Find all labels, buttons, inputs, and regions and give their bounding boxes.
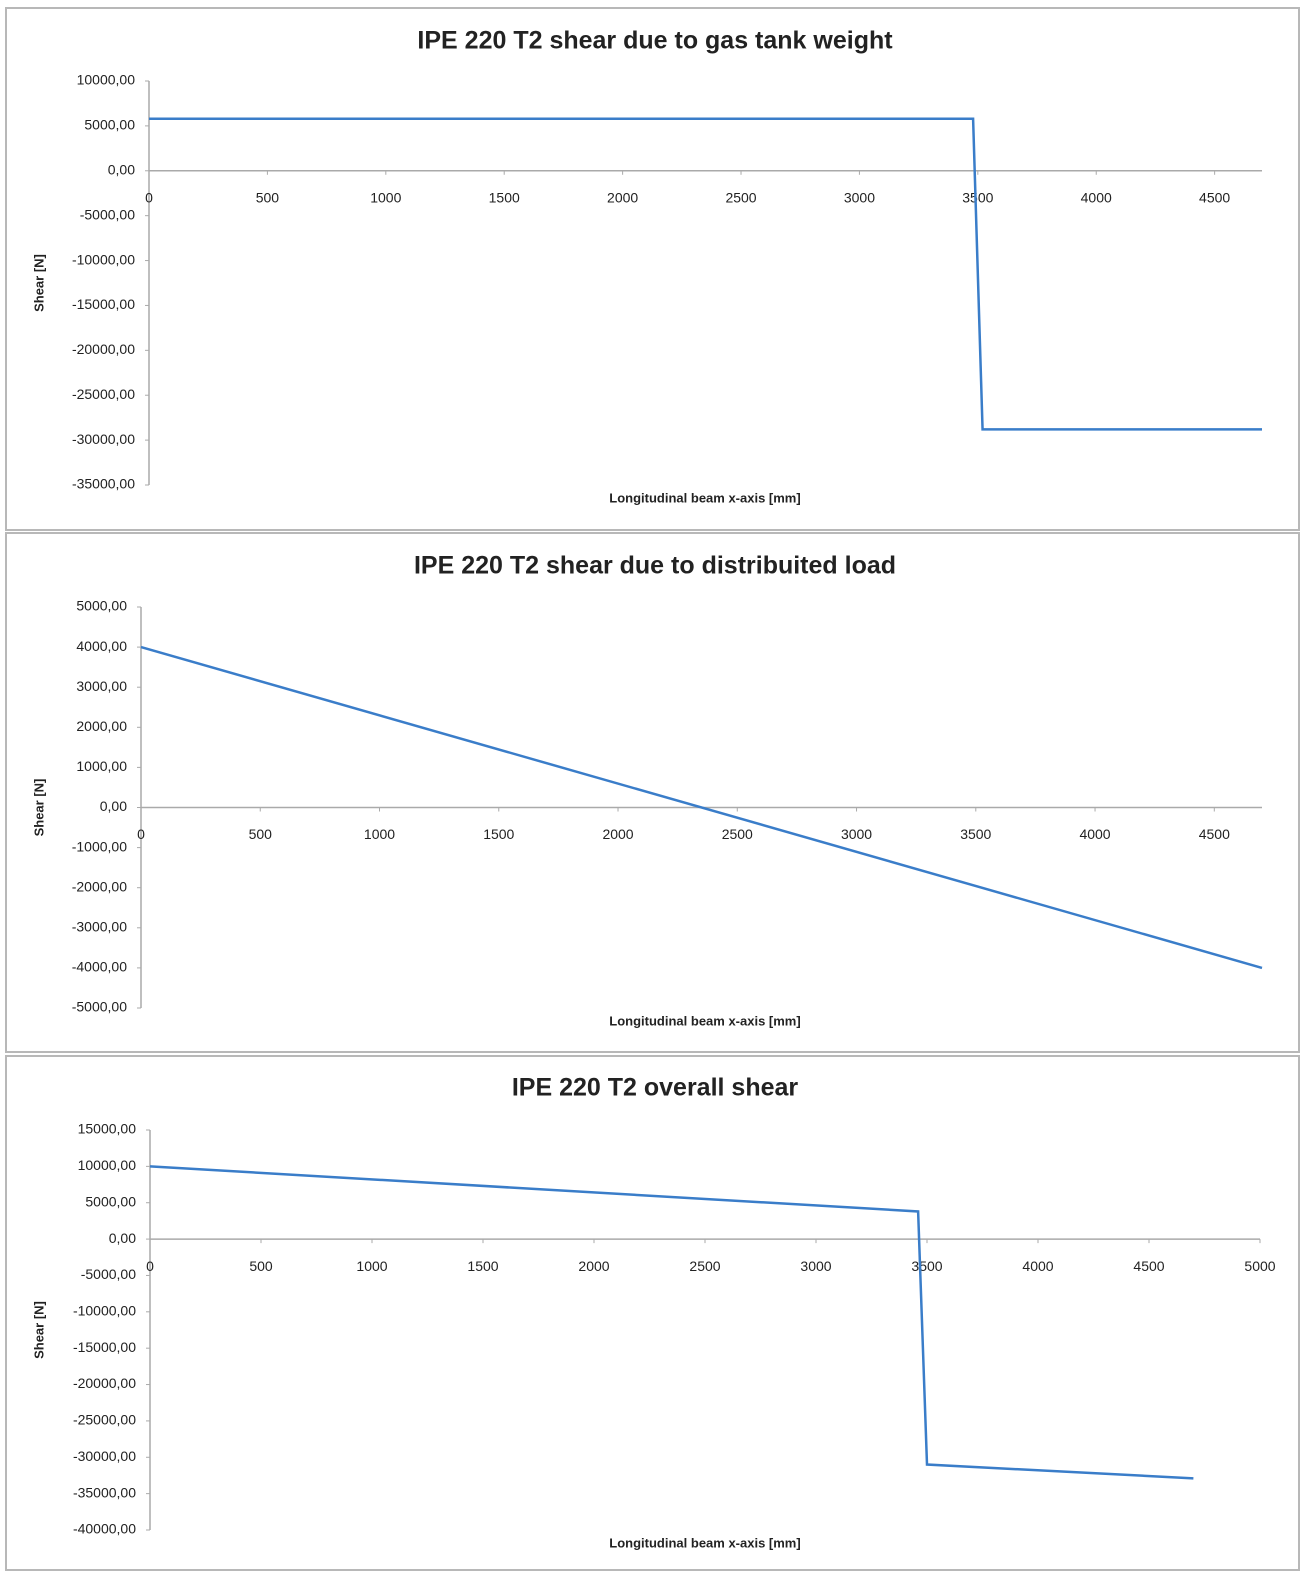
y-tick-label: 1000,00 xyxy=(76,758,127,774)
x-tick-label: 2000 xyxy=(578,1258,609,1274)
y-tick-label: -35000,00 xyxy=(72,476,135,492)
x-tick-label: 1000 xyxy=(364,826,395,842)
x-tick-label: 1500 xyxy=(467,1258,498,1274)
y-tick-label: -5000,00 xyxy=(80,206,135,222)
chart-title: IPE 220 T2 overall shear xyxy=(512,1074,799,1102)
y-tick-label: -15000,00 xyxy=(72,296,135,312)
y-tick-label: 4000,00 xyxy=(76,638,127,654)
x-tick-label: 500 xyxy=(249,826,273,842)
x-tick-label: 2500 xyxy=(722,826,753,842)
y-tick-label: -20000,00 xyxy=(72,341,135,357)
x-axis-label: Longitudinal beam x-axis [mm] xyxy=(609,1013,800,1028)
x-tick-label: 5000 xyxy=(1244,1258,1275,1274)
x-tick-label: 2500 xyxy=(725,189,756,205)
y-tick-label: -5000,00 xyxy=(72,999,127,1015)
y-tick-label: 5000,00 xyxy=(76,598,127,614)
x-tick-label: 4000 xyxy=(1022,1258,1053,1274)
y-tick-label: -10000,00 xyxy=(73,1303,136,1319)
data-line xyxy=(140,645,1263,970)
y-axis-label: Shear [N] xyxy=(31,779,46,837)
y-tick-label: -2000,00 xyxy=(72,878,127,894)
chart-title: IPE 220 T2 shear due to distribuited loa… xyxy=(414,552,896,580)
x-tick-label: 4500 xyxy=(1199,826,1230,842)
x-tick-label: 3500 xyxy=(962,189,993,205)
x-tick-label: 4000 xyxy=(1081,189,1112,205)
x-tick-label: 4500 xyxy=(1199,189,1230,205)
y-tick-label: 15000,00 xyxy=(78,1121,137,1137)
y-tick-label: -5000,00 xyxy=(81,1266,136,1282)
x-tick-label: 0 xyxy=(137,826,145,842)
x-tick-label: 0 xyxy=(145,189,153,205)
y-tick-label: -3000,00 xyxy=(72,919,127,935)
x-axis-label: Longitudinal beam x-axis [mm] xyxy=(609,490,800,505)
x-tick-label: 1000 xyxy=(370,189,401,205)
x-tick-label: 3000 xyxy=(844,189,875,205)
panel xyxy=(5,1055,1300,1571)
y-tick-label: 5000,00 xyxy=(85,1193,136,1209)
x-axis-label: Longitudinal beam x-axis [mm] xyxy=(609,1535,800,1550)
x-tick-label: 3500 xyxy=(911,1258,942,1274)
y-axis-label: Shear [N] xyxy=(31,1301,46,1359)
y-tick-label: 0,00 xyxy=(109,1230,136,1246)
y-tick-label: -30000,00 xyxy=(73,1448,136,1464)
x-tick-label: 500 xyxy=(256,189,280,205)
y-tick-label: 2000,00 xyxy=(76,718,127,734)
x-tick-label: 3000 xyxy=(800,1258,831,1274)
chart-title: IPE 220 T2 shear due to gas tank weight xyxy=(417,27,893,55)
y-tick-label: -10000,00 xyxy=(72,251,135,267)
y-tick-label: -25000,00 xyxy=(73,1412,136,1428)
data-line xyxy=(149,1165,1194,1480)
y-tick-label: -35000,00 xyxy=(73,1484,136,1500)
x-tick-label: 4000 xyxy=(1079,826,1110,842)
y-axis-label: Shear [N] xyxy=(31,254,46,312)
y-tick-label: 3000,00 xyxy=(76,678,127,694)
x-tick-label: 2000 xyxy=(602,826,633,842)
x-tick-label: 3500 xyxy=(960,826,991,842)
x-tick-label: 0 xyxy=(146,1258,154,1274)
panel xyxy=(5,7,1300,531)
x-tick-label: 2500 xyxy=(689,1258,720,1274)
y-tick-label: -4000,00 xyxy=(72,959,127,975)
y-tick-label: -40000,00 xyxy=(73,1521,136,1537)
y-tick-label: -20000,00 xyxy=(73,1375,136,1391)
data-line xyxy=(149,117,1262,431)
y-tick-label: 5000,00 xyxy=(84,117,135,133)
y-tick-label: -15000,00 xyxy=(73,1339,136,1355)
x-tick-label: 1500 xyxy=(489,189,520,205)
y-tick-label: 0,00 xyxy=(108,161,135,177)
y-tick-label: 10000,00 xyxy=(78,1157,137,1173)
y-tick-label: 10000,00 xyxy=(77,72,136,88)
x-tick-label: 3000 xyxy=(841,826,872,842)
x-tick-label: 2000 xyxy=(607,189,638,205)
y-tick-label: -1000,00 xyxy=(72,838,127,854)
x-tick-label: 4500 xyxy=(1133,1258,1164,1274)
y-tick-label: 0,00 xyxy=(100,798,127,814)
y-tick-label: -30000,00 xyxy=(72,431,135,447)
y-tick-label: -25000,00 xyxy=(72,386,135,402)
x-tick-label: 1500 xyxy=(483,826,514,842)
x-tick-label: 1000 xyxy=(356,1258,387,1274)
x-tick-label: 500 xyxy=(249,1258,273,1274)
